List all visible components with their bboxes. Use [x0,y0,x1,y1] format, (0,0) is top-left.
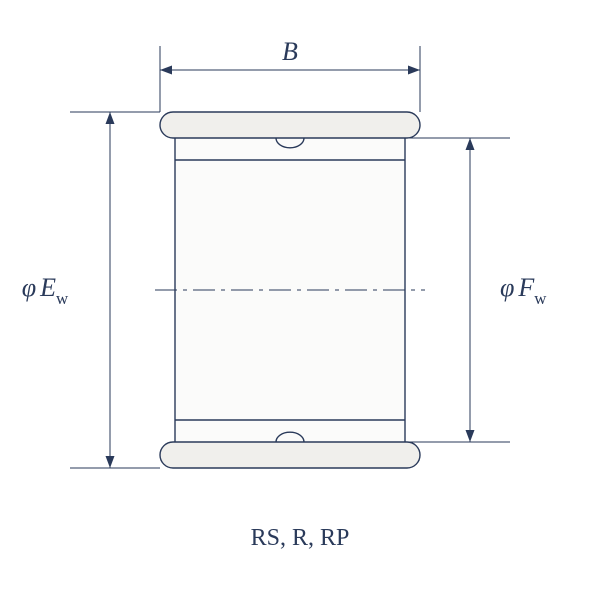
rib-bottom [160,442,420,468]
dim-b-label: B [282,37,298,66]
rib-top [160,112,420,138]
caption: RS, R, RP [251,525,350,551]
